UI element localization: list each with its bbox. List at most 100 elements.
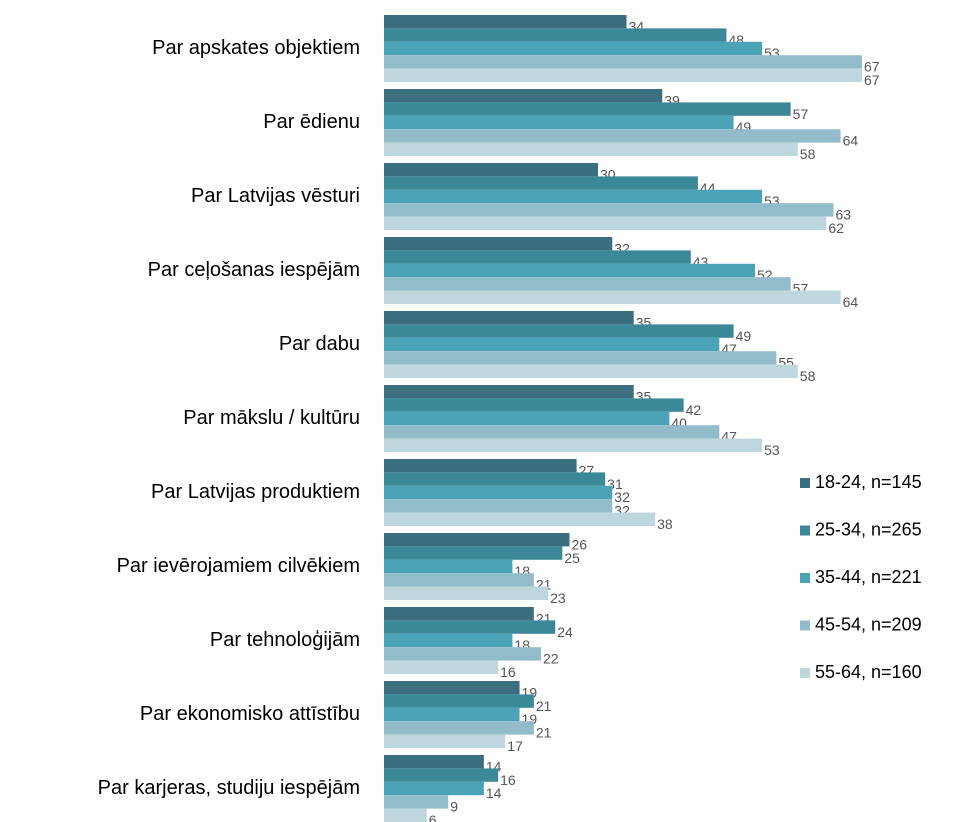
bar [384, 425, 720, 439]
bar [384, 142, 798, 156]
bar [384, 337, 720, 352]
legend-label: 25-34, n=265 [815, 519, 922, 539]
value-label: 23 [550, 590, 566, 606]
category-label: Par ēdienu [263, 111, 360, 133]
category-label: Par dabu [279, 333, 360, 355]
value-label: 42 [686, 402, 702, 418]
legend-swatch [800, 478, 810, 488]
category-label: Par apskates objektiem [152, 37, 360, 59]
bar [384, 129, 841, 143]
bar [384, 311, 634, 325]
value-label: 64 [843, 133, 859, 149]
category-label: Par Latvijas produktiem [151, 481, 360, 503]
bar [384, 290, 841, 304]
bar [384, 385, 634, 399]
bar [384, 533, 570, 547]
value-label: 67 [864, 72, 880, 88]
category-label: Par karjeras, studiju iespējām [98, 777, 360, 799]
value-label: 16 [500, 772, 516, 788]
bar [384, 438, 763, 452]
bar [384, 721, 534, 735]
value-label: 63 [835, 207, 851, 223]
category-label: Par ekonomisko attīstību [140, 703, 360, 725]
bar [384, 586, 549, 600]
bar [384, 647, 541, 661]
value-label: 17 [507, 738, 523, 754]
bar [384, 795, 449, 809]
bar [384, 573, 534, 587]
bar [384, 808, 427, 822]
bar [384, 15, 627, 29]
bar [384, 633, 513, 648]
value-label: 6 [429, 812, 437, 822]
value-label: 64 [843, 294, 859, 310]
bar [384, 189, 763, 204]
bar [384, 176, 698, 190]
value-label: 58 [800, 146, 816, 162]
category-label: Par Latvijas vēsturi [191, 185, 360, 207]
bar [384, 324, 734, 338]
bar [384, 364, 798, 378]
bar [384, 660, 499, 674]
value-label: 53 [764, 442, 780, 458]
category-label: Par ievērojamiem cilvēkiem [117, 555, 360, 577]
category-label: Par tehnoloģijām [210, 629, 360, 651]
bar [384, 768, 499, 782]
value-label: 62 [828, 220, 844, 236]
bar [384, 472, 606, 486]
bar [384, 102, 791, 116]
bar [384, 411, 670, 426]
bar [384, 607, 534, 621]
legend-swatch [800, 525, 810, 536]
bar [384, 781, 484, 796]
bar [384, 620, 556, 634]
legend-swatch [800, 668, 810, 678]
value-label: 16 [500, 664, 516, 680]
bar [384, 398, 684, 412]
bar [384, 68, 862, 82]
legend-label: 18-24, n=145 [815, 472, 922, 492]
legend-swatch [800, 620, 810, 631]
bar [384, 55, 862, 69]
bar [384, 707, 520, 722]
bar [384, 277, 791, 291]
bar [384, 755, 484, 769]
bar [384, 546, 563, 560]
bar [384, 28, 727, 42]
value-label: 38 [657, 516, 673, 532]
bar [384, 559, 513, 574]
bar [384, 203, 834, 217]
value-label: 21 [536, 725, 552, 741]
legend-label: 45-54, n=209 [815, 614, 922, 634]
value-label: 21 [536, 698, 552, 714]
bar [384, 351, 777, 365]
value-label: 49 [736, 328, 752, 344]
legend-label: 35-44, n=221 [815, 567, 922, 587]
bar [384, 163, 599, 177]
bar [384, 250, 691, 264]
bar [384, 499, 613, 513]
bar [384, 115, 734, 130]
bar [384, 734, 506, 748]
value-label: 22 [543, 651, 559, 667]
value-label: 57 [793, 106, 809, 122]
value-label: 67 [864, 59, 880, 75]
bar [384, 512, 656, 526]
value-label: 26 [571, 536, 587, 552]
value-label: 58 [800, 368, 816, 384]
value-label: 9 [450, 799, 458, 815]
bar [384, 459, 577, 473]
bar [384, 263, 755, 278]
value-label: 32 [614, 489, 630, 505]
value-label: 14 [486, 785, 502, 801]
bar [384, 681, 520, 695]
value-label: 24 [557, 624, 573, 640]
value-label: 25 [564, 550, 580, 566]
bar [384, 89, 663, 103]
bar [384, 485, 613, 500]
bar [384, 216, 827, 230]
legend-swatch [800, 573, 810, 583]
bar [384, 694, 534, 708]
bar [384, 237, 613, 251]
